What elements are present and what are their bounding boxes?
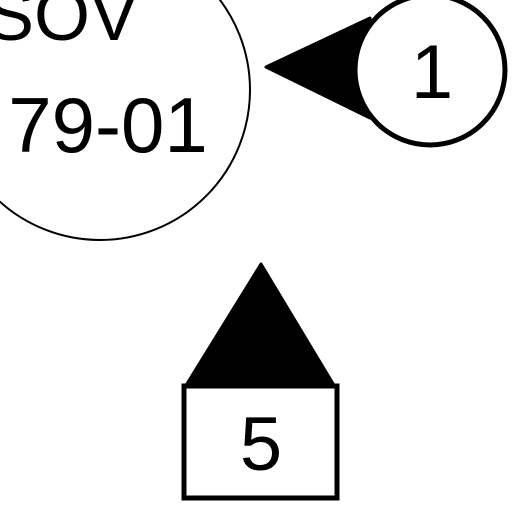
callout-circle — [352, 0, 508, 148]
callout-box — [181, 383, 340, 501]
callout-circle-group: 1 — [264, 0, 508, 148]
callout-circle-label: 1 — [411, 30, 453, 115]
valve-tag: SOV 79-01 — [0, 0, 251, 241]
valve-tag-bottom-text: 79-01 — [8, 81, 208, 169]
callout-box-group: 5 — [181, 262, 340, 501]
callout-box-pointer — [183, 262, 337, 389]
valve-tag-circle — [0, 0, 251, 241]
valve-tag-top-text: SOV — [0, 0, 138, 56]
callout-box-label: 5 — [240, 402, 282, 487]
